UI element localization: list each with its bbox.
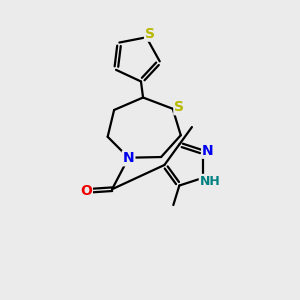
Text: S: S (145, 27, 155, 41)
Text: O: O (80, 184, 92, 198)
Text: N: N (123, 151, 134, 165)
Text: N: N (202, 144, 214, 158)
Text: NH: NH (200, 175, 220, 188)
Text: S: S (174, 100, 184, 114)
